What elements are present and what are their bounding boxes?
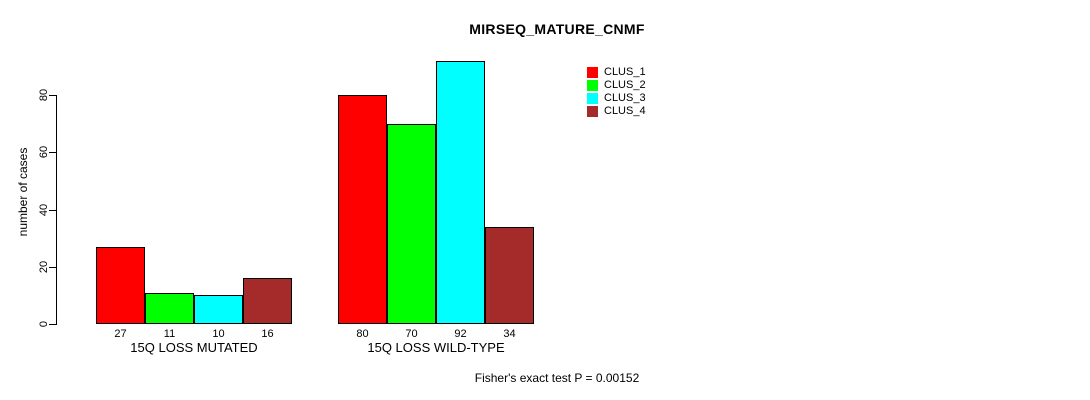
legend-label: CLUS_2 [604, 79, 646, 91]
bar-clus_1-group1 [96, 246, 145, 324]
bar-clus_2-group1 [145, 292, 194, 324]
y-tick [49, 209, 56, 211]
bar-value-label: 16 [261, 328, 274, 340]
bar-value-label: 27 [114, 328, 127, 340]
legend-item-clus_1: CLUS_1 [587, 66, 646, 79]
bar-value-label: 34 [503, 328, 516, 340]
y-tick [49, 266, 56, 268]
y-tick-label: 40 [38, 203, 50, 216]
bar-clus_3-group2 [436, 60, 485, 324]
y-axis-label: number of cases [16, 147, 30, 237]
legend-swatch-clus_2 [587, 80, 598, 91]
y-tick [49, 152, 56, 154]
legend-item-clus_3: CLUS_3 [587, 92, 646, 105]
y-tick-label: 20 [38, 260, 50, 273]
bar-value-label: 11 [163, 328, 176, 340]
y-tick-label: 60 [38, 146, 50, 159]
bar-value-label: 80 [356, 328, 369, 340]
bar-clus_4-group2 [485, 226, 534, 324]
legend-swatch-clus_3 [587, 93, 598, 104]
y-axis-line [56, 95, 57, 325]
category-label: 15Q LOSS WILD-TYPE [367, 340, 505, 355]
y-tick [49, 95, 56, 96]
category-label: 15Q LOSS MUTATED [130, 340, 258, 355]
legend-label: CLUS_4 [604, 105, 646, 117]
y-tick-label: 80 [38, 88, 50, 102]
bar-clus_2-group2 [387, 123, 436, 324]
bar-value-label: 92 [454, 328, 467, 340]
bar-clus_4-group1 [243, 278, 292, 324]
y-tick [49, 324, 56, 325]
bar-value-label: 10 [212, 328, 225, 340]
stat-test-caption: Fisher's exact test P = 0.00152 [474, 371, 640, 385]
chart-title: MIRSEQ_MATURE_CNMF [469, 21, 645, 37]
y-tick-label: 0 [38, 320, 50, 328]
legend-item-clus_2: CLUS_2 [587, 79, 646, 92]
legend-swatch-clus_4 [587, 106, 598, 117]
legend-label: CLUS_3 [604, 92, 646, 104]
bar-clus_3-group1 [194, 295, 243, 324]
legend-swatch-clus_1 [587, 67, 598, 78]
bar-clus_1-group2 [338, 95, 387, 324]
legend: CLUS_1 CLUS_2 CLUS_3 CLUS_4 [587, 66, 646, 118]
bar-value-label: 70 [405, 328, 418, 340]
legend-item-clus_4: CLUS_4 [587, 105, 646, 118]
legend-label: CLUS_1 [604, 66, 646, 78]
